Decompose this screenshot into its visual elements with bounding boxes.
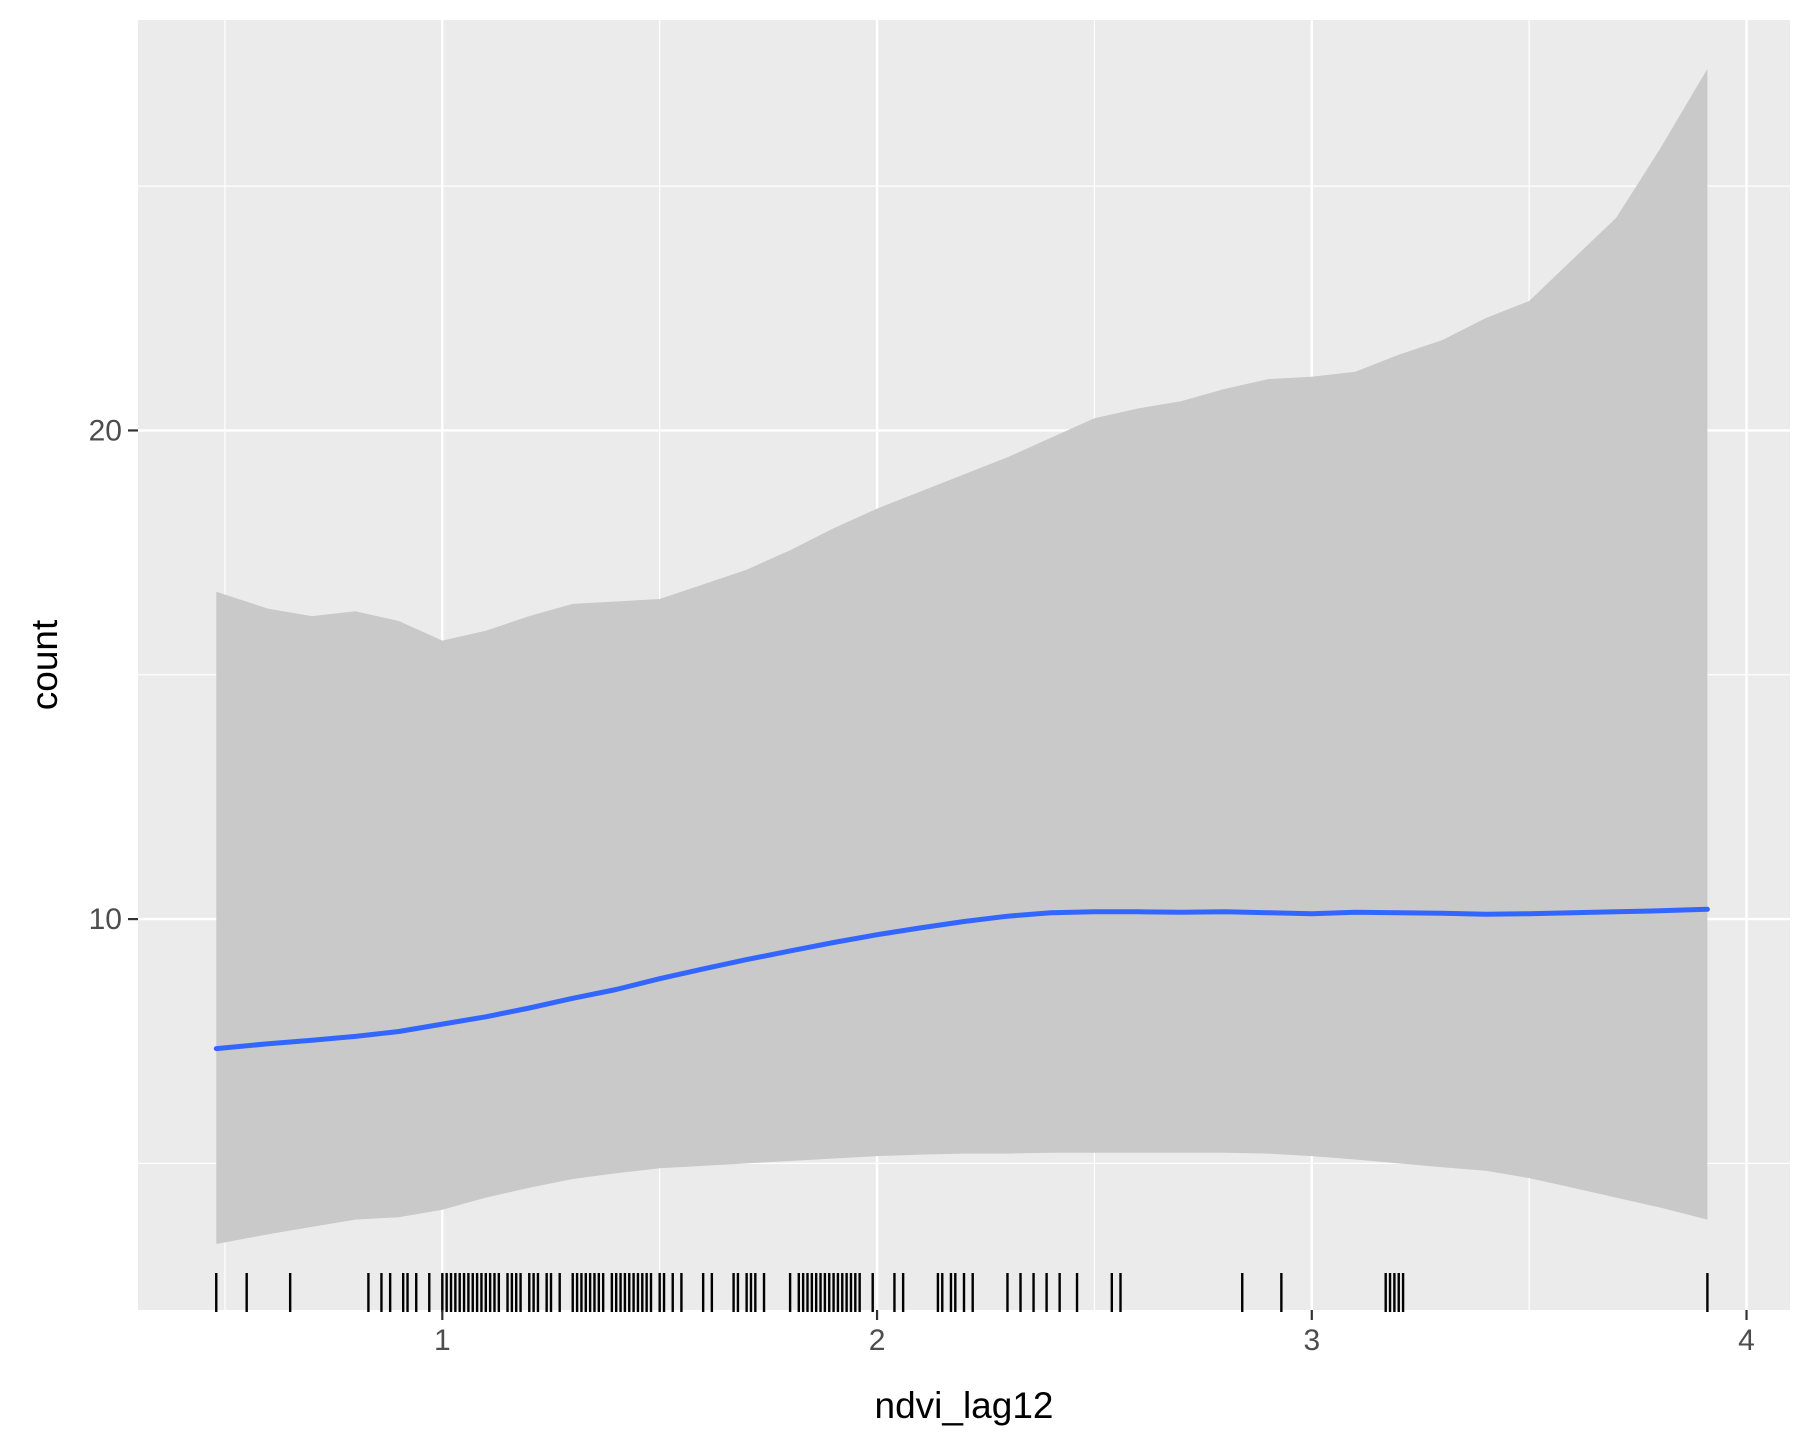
rug-marks xyxy=(215,1273,1709,1312)
x-tick-label: 4 xyxy=(1738,1324,1755,1357)
y-axis-title: count xyxy=(24,619,65,710)
smooth-line xyxy=(213,906,1710,1052)
confidence-band-layer xyxy=(216,68,1708,1244)
x-tick-label: 2 xyxy=(869,1324,886,1357)
confidence-band xyxy=(216,68,1708,1244)
x-axis-title: ndvi_lag12 xyxy=(875,1385,1054,1426)
y-axis: 10 20 xyxy=(89,414,138,936)
x-tick-label: 1 xyxy=(434,1324,451,1357)
x-axis: 1 2 3 4 xyxy=(434,1310,1755,1357)
y-tick-label: 20 xyxy=(89,414,122,447)
smooth-line-layer xyxy=(213,906,1710,1052)
y-tick-label: 10 xyxy=(89,903,122,936)
x-tick-label: 3 xyxy=(1303,1324,1320,1357)
